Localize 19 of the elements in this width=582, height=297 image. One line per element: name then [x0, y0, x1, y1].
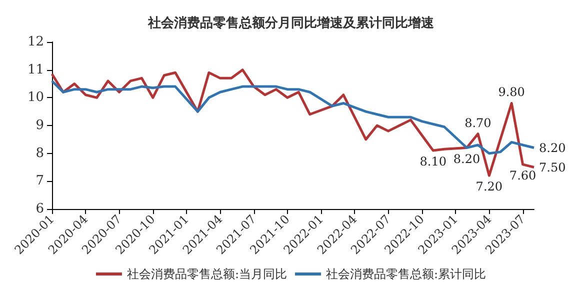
data-label: 7.50 [539, 160, 566, 174]
y-tick-label: 6 [36, 202, 44, 216]
y-tick-label: 9 [36, 118, 44, 133]
data-label: 8.20 [453, 152, 480, 166]
y-tick-label: 8 [36, 146, 44, 161]
data-label: 7.20 [476, 180, 503, 194]
data-label: 8.10 [420, 154, 446, 169]
data-label: 8.70 [464, 116, 492, 130]
y-tick-label: 12 [27, 34, 44, 50]
y-tick-label: 11 [27, 62, 44, 78]
data-label: 9.80 [498, 85, 525, 100]
line-series [50, 80, 536, 155]
chart-title: 社会消费品零售总额分月同比增速及累计同比增速 [147, 15, 435, 31]
data-label: 8.20 [539, 140, 566, 155]
y-tick-label: 10 [27, 90, 44, 106]
legend-label: 社会消费品零售总额:当月同比 [126, 267, 288, 281]
legend-label: 社会消费品零售总额:累计同比 [326, 267, 486, 281]
data-label: 7.60 [509, 168, 536, 182]
y-tick-label: 7 [36, 174, 44, 189]
